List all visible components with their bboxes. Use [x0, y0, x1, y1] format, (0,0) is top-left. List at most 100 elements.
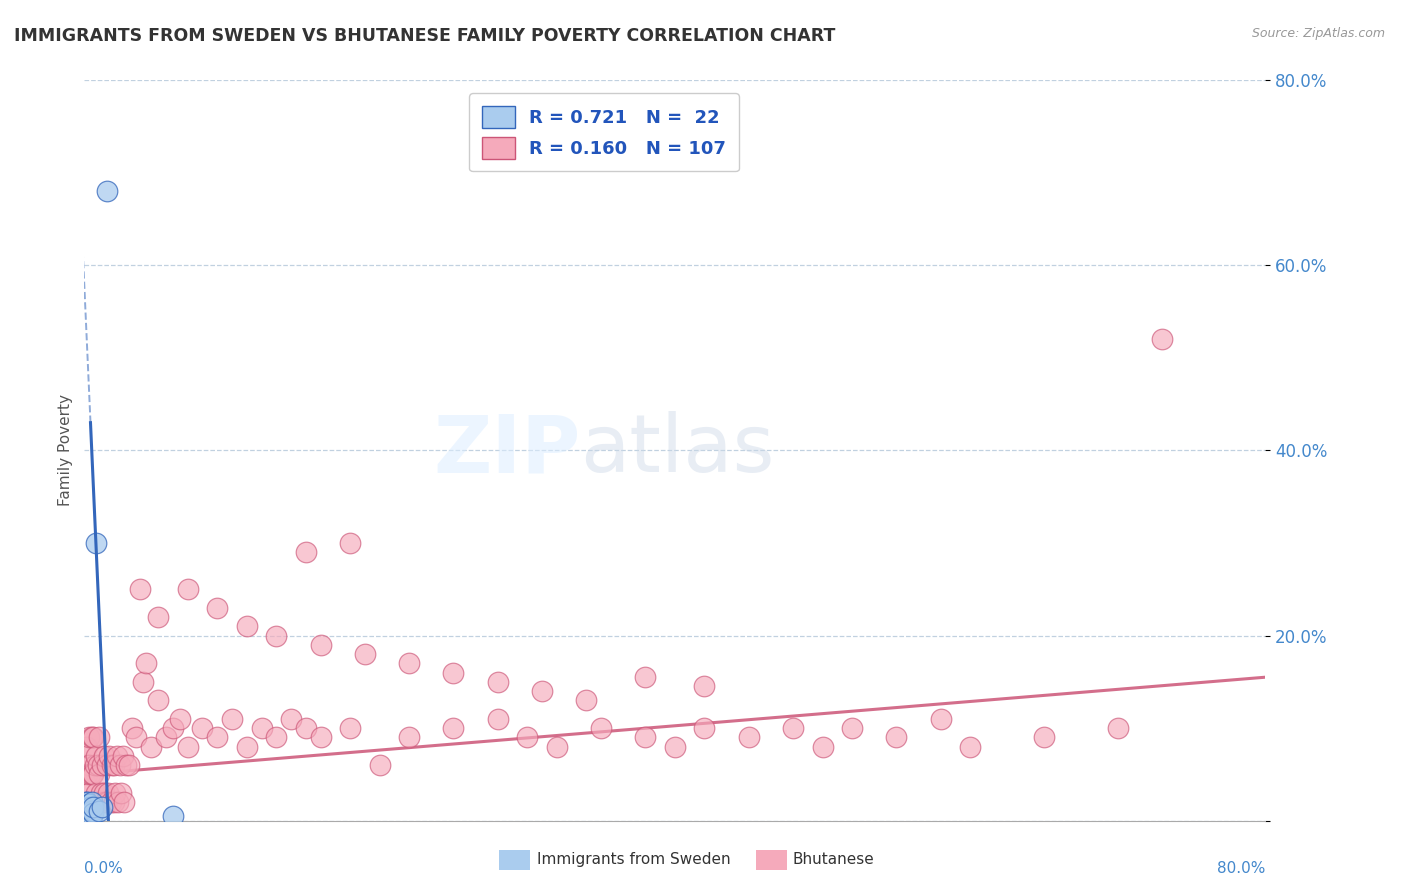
- Point: [929, 712, 952, 726]
- Point: [135, 657, 157, 671]
- Point: [98, 748, 121, 763]
- Point: [339, 536, 361, 550]
- Point: [125, 731, 148, 745]
- Point: [83, 758, 105, 772]
- Point: [738, 731, 761, 745]
- Point: [82, 767, 104, 781]
- Point: [108, 758, 131, 772]
- Point: [486, 712, 509, 726]
- Point: [94, 795, 117, 809]
- Point: [82, 731, 104, 745]
- Point: [104, 786, 127, 800]
- Point: [398, 731, 420, 745]
- Point: [76, 795, 98, 809]
- Point: [87, 767, 111, 781]
- Point: [75, 805, 97, 819]
- Point: [100, 795, 122, 809]
- Point: [1033, 731, 1056, 745]
- Point: [82, 799, 104, 814]
- Text: IMMIGRANTS FROM SWEDEN VS BHUTANESE FAMILY POVERTY CORRELATION CHART: IMMIGRANTS FROM SWEDEN VS BHUTANESE FAMI…: [14, 27, 835, 45]
- Point: [76, 739, 98, 754]
- Point: [101, 758, 124, 772]
- Point: [177, 582, 200, 597]
- Legend: R = 0.721   N =  22, R = 0.160   N = 107: R = 0.721 N = 22, R = 0.160 N = 107: [470, 93, 738, 171]
- Point: [87, 795, 111, 809]
- FancyBboxPatch shape: [492, 846, 538, 874]
- Point: [75, 776, 97, 791]
- Point: [132, 674, 155, 689]
- Point: [77, 797, 100, 811]
- Point: [80, 767, 103, 781]
- Point: [169, 712, 191, 726]
- Point: [82, 806, 104, 821]
- Point: [112, 795, 135, 809]
- Point: [236, 619, 259, 633]
- Point: [236, 739, 259, 754]
- Point: [76, 809, 98, 823]
- Point: [295, 721, 318, 735]
- Point: [309, 731, 332, 745]
- Point: [87, 805, 111, 819]
- Text: Immigrants from Sweden: Immigrants from Sweden: [537, 853, 731, 867]
- Point: [107, 795, 129, 809]
- Point: [80, 805, 103, 819]
- Point: [886, 731, 908, 745]
- Point: [75, 739, 97, 754]
- Point: [280, 712, 302, 726]
- Point: [295, 545, 318, 559]
- Point: [77, 806, 100, 821]
- Point: [266, 731, 288, 745]
- Point: [77, 731, 100, 745]
- Point: [105, 748, 128, 763]
- Point: [93, 748, 115, 763]
- Point: [841, 721, 863, 735]
- Point: [84, 748, 107, 763]
- Point: [148, 693, 170, 707]
- Point: [129, 582, 152, 597]
- Text: atlas: atlas: [581, 411, 775, 490]
- Point: [959, 739, 981, 754]
- Point: [79, 799, 101, 814]
- Point: [80, 731, 103, 745]
- Point: [591, 721, 613, 735]
- FancyBboxPatch shape: [748, 846, 796, 874]
- Point: [207, 600, 229, 615]
- Point: [96, 758, 118, 772]
- Point: [80, 795, 103, 809]
- Point: [79, 795, 101, 809]
- Point: [1107, 721, 1129, 735]
- Point: [634, 731, 657, 745]
- Point: [693, 721, 716, 735]
- Point: [111, 748, 134, 763]
- Point: [77, 786, 100, 800]
- Point: [531, 684, 554, 698]
- Point: [309, 638, 332, 652]
- Point: [177, 739, 200, 754]
- Point: [118, 758, 141, 772]
- Text: Source: ZipAtlas.com: Source: ZipAtlas.com: [1251, 27, 1385, 40]
- Point: [86, 795, 108, 809]
- Point: [91, 758, 114, 772]
- Point: [155, 731, 177, 745]
- Point: [221, 712, 243, 726]
- Point: [75, 758, 97, 772]
- Point: [90, 786, 112, 800]
- Point: [110, 786, 132, 800]
- Text: Bhutanese: Bhutanese: [793, 853, 875, 867]
- Point: [398, 657, 420, 671]
- Point: [354, 647, 377, 661]
- Point: [96, 184, 118, 198]
- Point: [75, 799, 97, 814]
- Point: [75, 795, 97, 809]
- Point: [76, 799, 98, 814]
- Point: [103, 758, 125, 772]
- Point: [82, 795, 104, 809]
- Point: [91, 795, 114, 809]
- Point: [782, 721, 804, 735]
- Point: [339, 721, 361, 735]
- Point: [162, 809, 184, 823]
- Point: [811, 739, 834, 754]
- Point: [207, 731, 229, 745]
- Point: [93, 786, 115, 800]
- Point: [86, 758, 108, 772]
